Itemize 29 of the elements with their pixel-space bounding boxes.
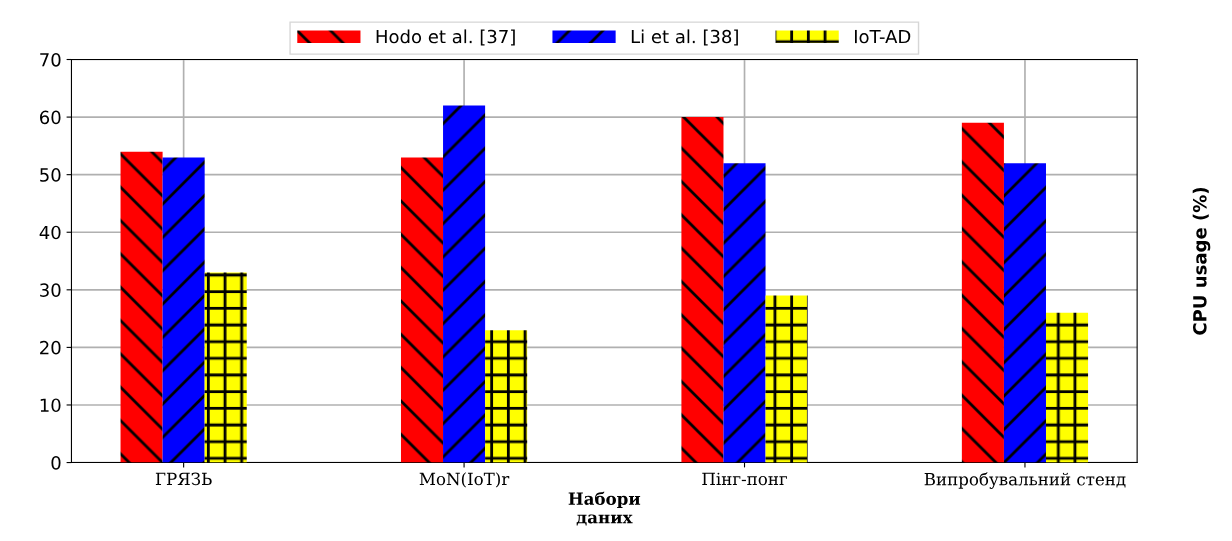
y-tick-label: 60 — [40, 110, 61, 125]
legend-label: IoT-AD — [854, 29, 911, 44]
y-tick-label: 40 — [39, 225, 61, 240]
bar — [443, 105, 486, 463]
legend-label: Li et al. [38] — [631, 29, 738, 46]
legend-label: Hodo et al. [37] — [376, 29, 515, 46]
x-tick-label: Пінг-понг — [702, 472, 787, 486]
y-tick-label: 70 — [40, 52, 61, 67]
bar — [1045, 312, 1089, 463]
y-tick-label: 50 — [40, 168, 61, 182]
x-tick-label: ГРЯЗЬ — [155, 472, 212, 486]
bar — [120, 151, 163, 463]
bar — [204, 272, 247, 463]
bar — [681, 117, 724, 463]
x-tick-label: Випробувальний стенд — [924, 472, 1126, 489]
y-tick-label: 30 — [40, 283, 61, 297]
bar — [400, 157, 444, 463]
y-axis-title: CPU usage (%) — [1192, 187, 1211, 335]
x-axis-title: Набори даних — [568, 491, 641, 526]
bar — [1003, 163, 1046, 463]
bar — [765, 295, 808, 463]
bar — [485, 330, 528, 463]
bar — [961, 122, 1004, 463]
bar — [162, 157, 205, 463]
y-tick-label: 20 — [40, 340, 61, 355]
x-tick-label: MoN(IoT)r — [419, 472, 510, 488]
bar — [723, 163, 766, 463]
y-tick-label: 0 — [51, 456, 61, 470]
y-tick-label: 10 — [40, 398, 61, 413]
